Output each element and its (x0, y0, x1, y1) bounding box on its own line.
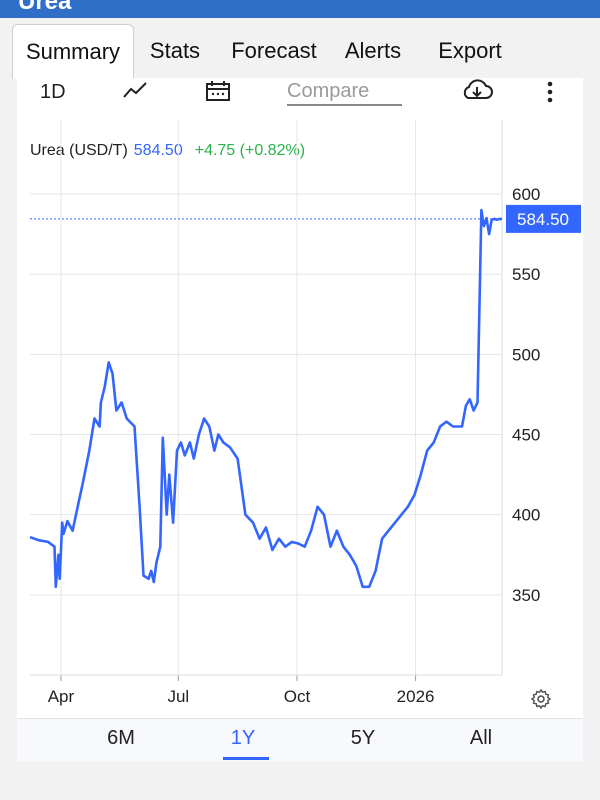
range-selector: 6M 1Y 5Y All (17, 718, 583, 761)
tab-alerts[interactable]: Alerts (344, 38, 402, 63)
cloud-download-icon[interactable] (460, 78, 494, 102)
compare-input[interactable] (287, 78, 402, 106)
range-all[interactable]: All (469, 727, 493, 749)
x-tick-label: Jul (167, 687, 189, 706)
range-5y[interactable]: 5Y (350, 727, 376, 749)
x-tick-label: Oct (284, 687, 311, 706)
series-line (29, 208, 502, 589)
y-tick-label: 600 (512, 185, 540, 204)
legend-price: 584.50 (133, 142, 183, 159)
range-1y[interactable]: 1Y (230, 727, 256, 749)
more-vertical-icon[interactable] (545, 80, 555, 104)
y-tick-label: 400 (512, 506, 540, 525)
legend-change: +4.75 (+0.82%) (194, 142, 306, 159)
chart-legend: Urea (USD/T) 584.50 +4.75 (+0.82%) (30, 142, 305, 160)
interval-selector[interactable]: 1D (40, 81, 66, 103)
calendar-icon[interactable] (205, 80, 231, 102)
range-6m[interactable]: 6M (107, 727, 135, 749)
last-price-tag (506, 204, 581, 233)
chart-card (17, 78, 583, 760)
last-price-label: 584.50 (517, 210, 569, 229)
tab-forecast[interactable]: Forecast (231, 38, 317, 63)
app-title-bar: Urea (0, 0, 600, 18)
tab-bar: Summary Stats Forecast Alerts Export (12, 24, 588, 80)
x-tick-label: Apr (48, 687, 75, 706)
y-tick-label: 500 (512, 345, 540, 364)
y-tick-label: 450 (512, 426, 540, 445)
x-tick-label: 2026 (397, 687, 435, 706)
y-tick-label: 350 (512, 586, 540, 605)
tab-export[interactable]: Export (438, 38, 502, 63)
app-title: Urea (18, 0, 72, 15)
line-chart-icon[interactable] (122, 80, 150, 100)
y-tick-label: 550 (512, 265, 540, 284)
gear-icon[interactable] (530, 688, 552, 710)
active-range-underline (223, 757, 269, 760)
tab-summary[interactable]: Summary (12, 24, 134, 79)
legend-symbol: Urea (USD/T) (30, 142, 128, 159)
tab-stats[interactable]: Stats (149, 38, 201, 63)
